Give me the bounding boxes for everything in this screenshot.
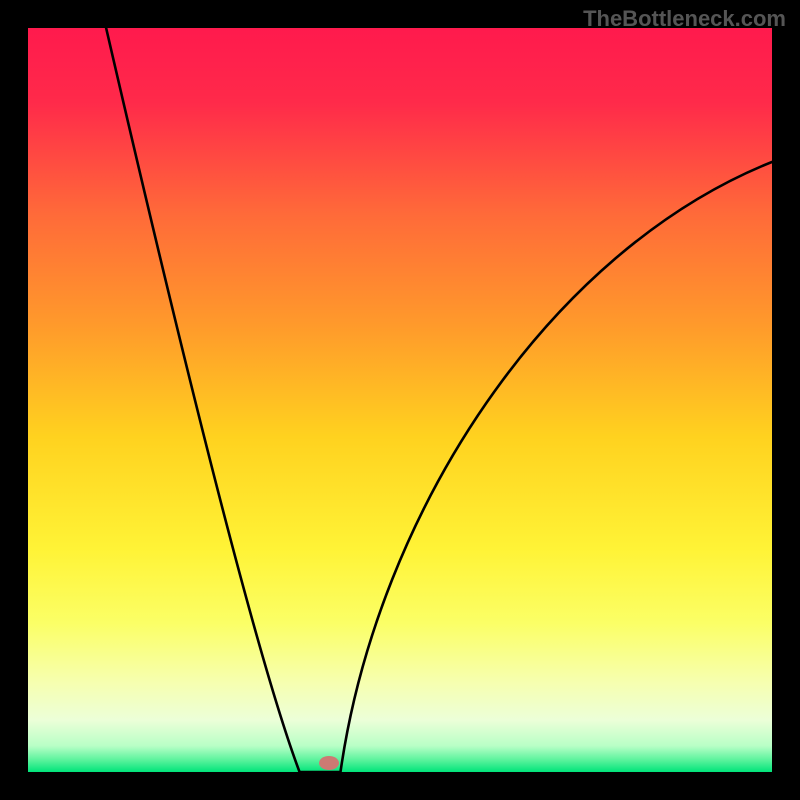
- bottleneck-curve: [106, 28, 772, 772]
- plot-area: [28, 28, 772, 772]
- curve-layer: [28, 28, 772, 772]
- chart-root: TheBottleneck.com: [0, 0, 800, 800]
- minimum-marker: [319, 756, 339, 770]
